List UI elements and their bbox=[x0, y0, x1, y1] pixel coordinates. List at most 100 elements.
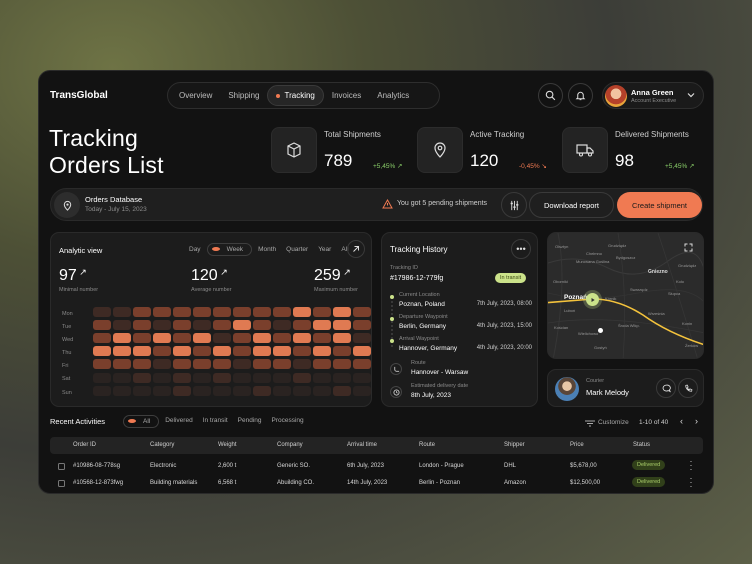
courier-name: Mark Melody bbox=[586, 388, 629, 397]
activity-tabs: All Delivered In transit Pending Process… bbox=[123, 415, 308, 428]
heatmap-cell bbox=[273, 359, 291, 370]
kpi-value-number: 120 bbox=[191, 267, 218, 284]
tracking-history-title: Tracking History bbox=[390, 245, 448, 254]
period-week[interactable]: Week bbox=[206, 243, 253, 256]
timeline-dot bbox=[390, 339, 394, 343]
col-price[interactable]: Price bbox=[570, 442, 584, 448]
heatmap-cell bbox=[213, 359, 231, 370]
period-quarter[interactable]: Quarter bbox=[286, 246, 309, 253]
search-button[interactable] bbox=[538, 83, 563, 108]
tab-processing[interactable]: Processing bbox=[271, 417, 304, 424]
kpi-value-number: 97 bbox=[59, 267, 77, 284]
timeline-label: Current Location bbox=[399, 292, 440, 298]
row-menu-button[interactable]: · · · bbox=[689, 473, 693, 491]
period-selector: Day Week Month Quarter Year All bbox=[185, 243, 353, 256]
stat-change: -0,45% ↘ bbox=[519, 163, 547, 170]
nav-overview[interactable]: Overview bbox=[179, 91, 213, 100]
nav-tracking[interactable]: Tracking bbox=[267, 85, 324, 106]
database-date: Today - July 15, 2023 bbox=[85, 206, 147, 213]
heatmap-cell bbox=[273, 372, 291, 383]
waypoint-marker bbox=[598, 328, 603, 333]
nav-shipping[interactable]: Shipping bbox=[228, 91, 260, 100]
cell-price: $12,500,00 bbox=[570, 480, 601, 486]
row-checkbox[interactable] bbox=[58, 480, 65, 487]
period-month[interactable]: Month bbox=[258, 246, 277, 253]
next-page-button[interactable]: › bbox=[695, 417, 698, 426]
map-city-label: Gostyń bbox=[594, 345, 607, 350]
col-company[interactable]: Company bbox=[277, 442, 303, 448]
col-weight[interactable]: Weight bbox=[218, 442, 237, 448]
table-row[interactable]: #10986-08-778sg Electronic 2,600 t Gener… bbox=[50, 456, 703, 475]
heatmap-cell bbox=[233, 359, 251, 370]
heatmap-cell bbox=[93, 359, 111, 370]
play-icon bbox=[591, 297, 595, 302]
stat-change: +5,45% ↗ bbox=[665, 163, 695, 170]
period-year[interactable]: Year bbox=[318, 246, 332, 253]
heatmap-cell bbox=[293, 359, 311, 370]
kpi-label: Average number bbox=[191, 287, 232, 293]
col-arrival-time[interactable]: Arrival time bbox=[347, 442, 378, 448]
call-courier-button[interactable] bbox=[678, 378, 698, 398]
truck-icon bbox=[576, 144, 594, 157]
expand-analytics-button[interactable] bbox=[347, 240, 365, 258]
cell-price: $5,678,00 bbox=[570, 463, 597, 469]
heatmap-cell bbox=[293, 333, 311, 344]
heatmap-cell bbox=[213, 385, 231, 396]
col-status[interactable]: Status bbox=[633, 442, 651, 448]
route-icon bbox=[390, 363, 402, 375]
heatmap-cell bbox=[133, 372, 151, 383]
col-category[interactable]: Category bbox=[150, 442, 175, 448]
period-day[interactable]: Day bbox=[189, 246, 201, 253]
arrow-up-right-icon bbox=[353, 246, 359, 252]
map-city-label: Kórnik bbox=[605, 296, 617, 301]
prev-page-button[interactable]: ‹ bbox=[680, 417, 683, 426]
heatmap-cell bbox=[153, 385, 171, 396]
heatmap-cell bbox=[273, 346, 291, 357]
kpi-value: 259 ↗ bbox=[314, 267, 358, 285]
filter-button[interactable] bbox=[501, 192, 527, 218]
clock-icon bbox=[390, 386, 402, 398]
col-shipper[interactable]: Shipper bbox=[504, 442, 525, 448]
heatmap-cell bbox=[253, 346, 271, 357]
fullscreen-icon[interactable] bbox=[684, 243, 693, 252]
tab-delivered[interactable]: Delivered bbox=[165, 417, 193, 424]
row-checkbox[interactable] bbox=[58, 463, 65, 470]
tab-all[interactable]: All bbox=[123, 415, 160, 428]
heatmap-cell bbox=[173, 385, 191, 396]
heatmap-cell bbox=[333, 346, 351, 357]
tab-in-transit[interactable]: In transit bbox=[202, 417, 228, 424]
page-title-line1: Tracking bbox=[49, 125, 138, 151]
search-icon bbox=[545, 90, 556, 101]
route-label: Route bbox=[411, 360, 426, 366]
map-city-label: Grudziądz bbox=[608, 243, 627, 248]
cell-shipper: DHL bbox=[504, 463, 517, 469]
customize-button[interactable]: Customize bbox=[598, 419, 629, 426]
period-all[interactable]: All bbox=[341, 246, 349, 253]
map-city-label: Koło bbox=[676, 279, 685, 284]
recent-activities-title: Recent Activities bbox=[50, 417, 106, 426]
user-menu[interactable]: Anna Green Account Executive bbox=[602, 82, 704, 109]
heatmap-cell bbox=[353, 320, 371, 331]
more-options-button[interactable]: ••• bbox=[511, 239, 531, 259]
heatmap-cell bbox=[173, 307, 191, 317]
nav-analytics[interactable]: Analytics bbox=[377, 91, 410, 100]
create-shipment-button[interactable]: Create shipment bbox=[617, 192, 702, 218]
col-route[interactable]: Route bbox=[419, 442, 436, 448]
map-city-label: Bydgoszcz bbox=[616, 255, 636, 260]
route-map[interactable]: Olsztyn Grudziądz Chełmno Bydgoszcz Grud… bbox=[547, 232, 704, 359]
tab-pending[interactable]: Pending bbox=[237, 417, 262, 424]
row-menu-button[interactable]: · · · bbox=[689, 456, 693, 474]
col-order-id[interactable]: Order ID bbox=[73, 442, 97, 448]
pending-notice[interactable]: You got 5 pending shipments bbox=[397, 200, 488, 207]
download-report-button[interactable]: Download report bbox=[529, 192, 614, 218]
heatmap-cell bbox=[273, 307, 291, 317]
message-courier-button[interactable] bbox=[656, 378, 676, 398]
notifications-button[interactable] bbox=[568, 83, 593, 108]
timeline-item: Departure Waypoint Berlin, Germany 4th J… bbox=[390, 314, 532, 332]
heatmap-cell bbox=[93, 346, 111, 357]
route-info: Route Hannover - Warsaw bbox=[411, 360, 468, 376]
chevron-right-icon: › bbox=[695, 416, 698, 426]
map-city-label: Olsztyn bbox=[555, 244, 569, 249]
nav-invoices[interactable]: Invoices bbox=[331, 91, 362, 100]
table-row[interactable]: #10568-12-873fwg Building materials 6,56… bbox=[50, 473, 703, 492]
